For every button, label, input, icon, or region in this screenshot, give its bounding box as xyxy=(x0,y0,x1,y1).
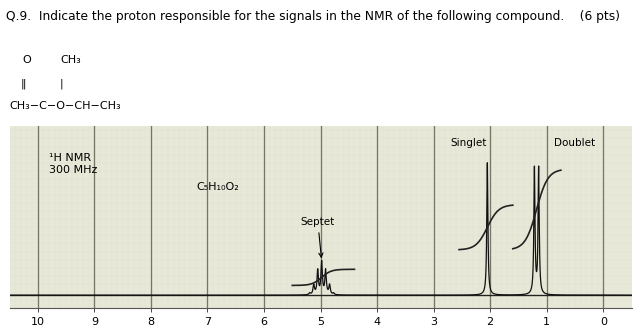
Text: |: | xyxy=(59,78,63,89)
Text: Q.9.  Indicate the proton responsible for the signals in the NMR of the followin: Q.9. Indicate the proton responsible for… xyxy=(6,10,620,23)
Text: CH₃: CH₃ xyxy=(60,55,81,66)
Text: Septet: Septet xyxy=(301,217,335,257)
Text: ‖: ‖ xyxy=(20,78,26,89)
Text: CH₃−C−O−CH−CH₃: CH₃−C−O−CH−CH₃ xyxy=(10,101,121,111)
Text: Doublet: Doublet xyxy=(553,139,595,148)
Text: Singlet: Singlet xyxy=(450,139,487,148)
Text: O: O xyxy=(22,55,31,66)
Text: C₅H₁₀O₂: C₅H₁₀O₂ xyxy=(196,182,239,192)
Text: ¹H NMR
300 MHz: ¹H NMR 300 MHz xyxy=(49,153,97,175)
